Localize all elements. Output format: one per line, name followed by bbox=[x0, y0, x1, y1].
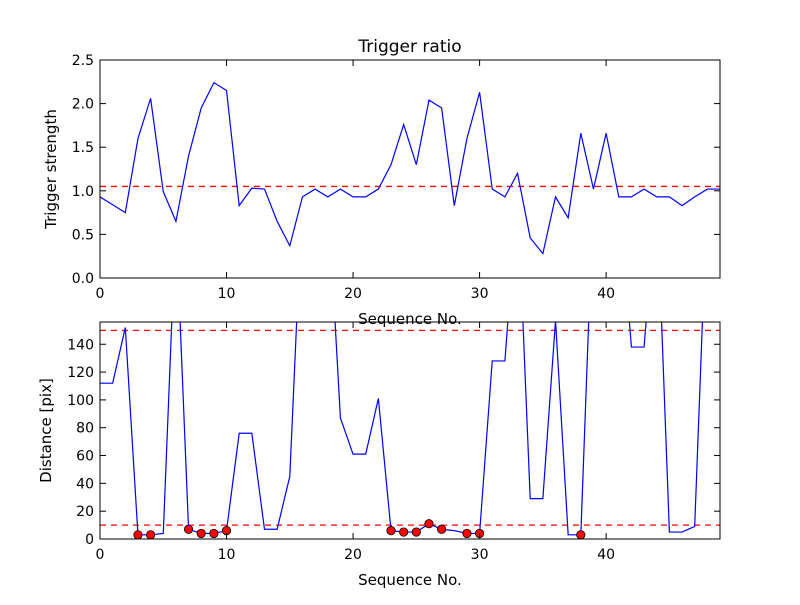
plot2-y-axis-label: Distance [pix] bbox=[37, 378, 55, 483]
plot2-marker-point bbox=[424, 519, 434, 529]
plot2-marker-point bbox=[146, 530, 156, 540]
plot1-y-tick-label: 0.0 bbox=[72, 271, 94, 287]
plot2-marker-point bbox=[209, 528, 219, 539]
plot2-y-tick-label: 140 bbox=[67, 337, 94, 353]
plot2-marker-point bbox=[196, 528, 206, 539]
plot2-axes-frame bbox=[99, 321, 721, 540]
plot2-y-tick-label: 100 bbox=[67, 393, 94, 409]
plot1-y-tick-label: 2.5 bbox=[72, 53, 94, 69]
plot2-x-tick-label: 0 bbox=[96, 547, 105, 563]
plot2-y-tick-label: 0 bbox=[85, 532, 94, 548]
plot1-x-tick-label: 10 bbox=[218, 286, 236, 302]
plot1-panel: 0 10 20 30 40 0.0 0.5 1.0 1.5 2.0 2.5 Sequence No. T… bbox=[42, 37, 721, 328]
plot2-marker-point bbox=[411, 527, 421, 537]
plot2-panel: 0 10 20 30 40 0 20 40 60 80 100 120 140 Sequence No. D… bbox=[37, 321, 721, 589]
plot2-y-tick-label: 40 bbox=[76, 476, 94, 492]
plot2-y-tick-label: 120 bbox=[67, 365, 94, 381]
plot2-x-tick-label: 40 bbox=[597, 547, 615, 563]
plot1-x-axis-label: Sequence No. bbox=[358, 310, 462, 328]
plot1-x-tick-label: 20 bbox=[344, 286, 362, 302]
plot1-y-axis-label: Trigger strength bbox=[42, 109, 60, 230]
plot2-y-tick-label: 80 bbox=[76, 421, 94, 437]
plot2-marker-point bbox=[399, 527, 409, 537]
plot2-marker-point bbox=[437, 524, 447, 534]
plot2-x-tick-label: 30 bbox=[471, 547, 489, 563]
plot2-marker-point bbox=[183, 524, 194, 534]
plot2-series-line-1 bbox=[100, 322, 704, 536]
plot1-y-tick-label: 1.5 bbox=[72, 140, 94, 156]
plot2-y-tick-label: 20 bbox=[76, 504, 94, 520]
plot1-y-tick-label: 1.0 bbox=[72, 184, 94, 200]
plot2-marker-point bbox=[386, 526, 396, 536]
plot2-x-tick-label: 10 bbox=[218, 547, 236, 563]
plot1-chart-title: Trigger ratio bbox=[357, 37, 461, 57]
plot2-x-axis-label: Sequence No. bbox=[358, 571, 462, 589]
plot2-marker-point bbox=[462, 528, 472, 539]
plot1-axes-frame bbox=[99, 59, 721, 279]
plot2-marker-point bbox=[576, 530, 586, 540]
plot1-x-tick-label: 0 bbox=[96, 286, 105, 302]
plot2-x-tick-label: 20 bbox=[344, 547, 362, 563]
plot2-marker-point bbox=[133, 530, 143, 540]
plot1-x-tick-label: 30 bbox=[471, 286, 489, 302]
plot1-x-tick-label: 40 bbox=[597, 286, 615, 302]
plot1-y-tick-label: 2.0 bbox=[72, 97, 94, 113]
plot2-y-tick-label: 60 bbox=[76, 449, 94, 465]
plot1-y-tick-label: 0.5 bbox=[72, 227, 94, 243]
plot1-series-line-1 bbox=[100, 81, 720, 255]
